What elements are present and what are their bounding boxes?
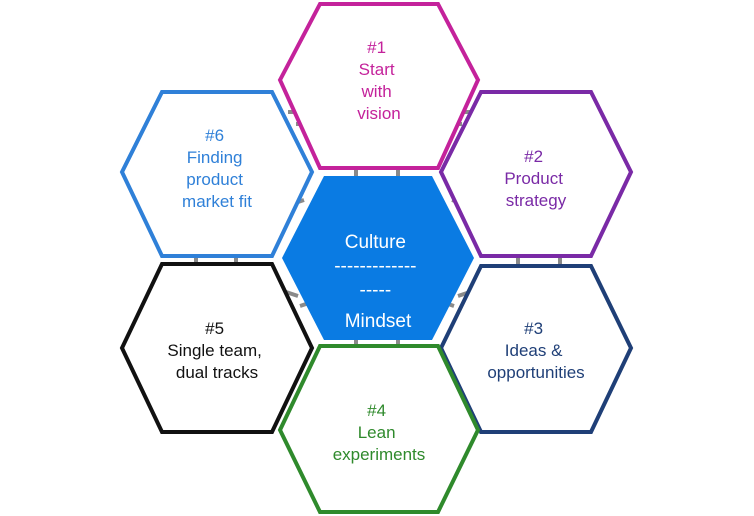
hex-center-fill <box>282 176 474 340</box>
hex-experiments-outline <box>277 344 481 514</box>
hex-experiments-label: #4 Lean experiments <box>333 401 426 464</box>
hex-center-culture: Culture ------------- ----- Mindset <box>282 176 474 340</box>
hex-vision-outline <box>277 2 481 170</box>
hex-vision: #1 Start with vision <box>277 2 481 170</box>
hex-strategy: #2 Product strategy <box>438 90 634 258</box>
hex-experiments: #4 Lean experiments <box>277 344 481 514</box>
hex-ideas-label: #3 Ideas & opportunities <box>487 319 584 382</box>
hex-strategy-label: #2 Product strategy <box>504 147 567 210</box>
hex-tracks-outline <box>119 262 315 434</box>
hex-fit: #6 Finding product market fit <box>119 90 315 258</box>
hex-vision-label: #1 Start with vision <box>357 38 400 123</box>
hex-tracks: #5 Single team, dual tracks <box>119 262 315 434</box>
hex-center-label: Culture ------------- ----- Mindset <box>334 232 422 332</box>
hex-fit-outline <box>119 90 315 258</box>
hex-ideas: #3 Ideas & opportunities <box>438 264 634 434</box>
hex-ideas-outline <box>438 264 634 434</box>
hex-fit-label: #6 Finding product market fit <box>182 126 252 211</box>
connector-tick <box>285 290 299 298</box>
hex-strategy-outline <box>438 90 634 258</box>
hex-tracks-label: #5 Single team, dual tracks <box>167 319 266 382</box>
